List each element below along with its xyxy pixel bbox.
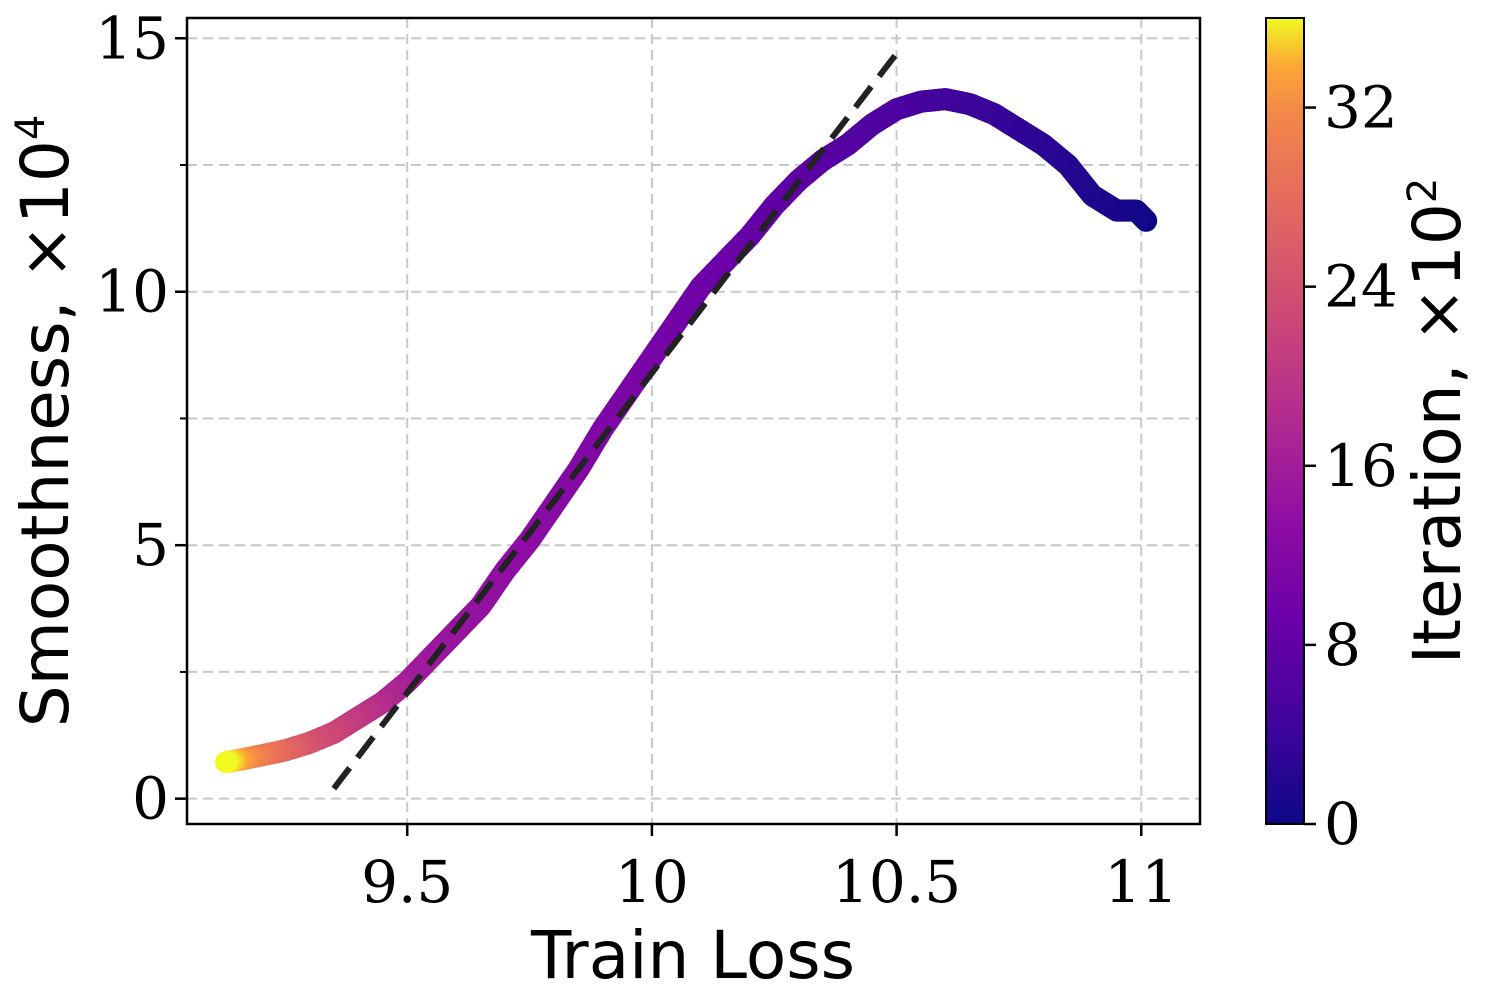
colorbar bbox=[1265, 17, 1305, 825]
colorbar-title-text: Iteration, ×10 bbox=[1399, 203, 1476, 664]
y-tick-label: 10 bbox=[95, 258, 169, 326]
y-tick-label: 15 bbox=[95, 4, 169, 72]
x-tick-label: 10.5 bbox=[832, 848, 961, 916]
x-tick-label: 9.5 bbox=[361, 848, 453, 916]
x-tick-label: 11 bbox=[1104, 848, 1178, 916]
fit-line-layer bbox=[331, 51, 899, 791]
scatter-points bbox=[215, 88, 1158, 774]
y-axis-title: Smoothness, ×104 bbox=[7, 115, 84, 728]
grid-lines bbox=[187, 18, 1200, 824]
y-axis-ticks: 0 5 10 15 bbox=[95, 4, 187, 833]
data-point bbox=[215, 751, 238, 774]
y-tick-label: 0 bbox=[132, 765, 169, 833]
colorbar-tick-label: 24 bbox=[1324, 253, 1398, 321]
y-axis-title-text: Smoothness, ×10 bbox=[7, 140, 84, 727]
colorbar-tick-label: 16 bbox=[1324, 432, 1398, 500]
plot-frame bbox=[185, 16, 1202, 826]
x-axis-ticks: 9.5 10 10.5 11 bbox=[361, 824, 1178, 916]
colorbar-title: Iteration, ×102 bbox=[1399, 178, 1476, 665]
y-axis-title-exponent: 4 bbox=[8, 115, 54, 140]
colorbar-ticks: 0 8 16 24 32 bbox=[1304, 74, 1398, 858]
colorbar-tick-label: 8 bbox=[1324, 611, 1361, 679]
colorbar-title-exponent: 2 bbox=[1400, 178, 1446, 203]
colorbar-tick-label: 0 bbox=[1324, 790, 1361, 858]
x-tick-label: 10 bbox=[615, 848, 689, 916]
fit-line bbox=[331, 51, 899, 791]
colorbar-tick-label: 32 bbox=[1324, 74, 1398, 142]
x-axis-title: Train Loss bbox=[530, 917, 855, 994]
y-tick-label: 5 bbox=[132, 511, 169, 579]
